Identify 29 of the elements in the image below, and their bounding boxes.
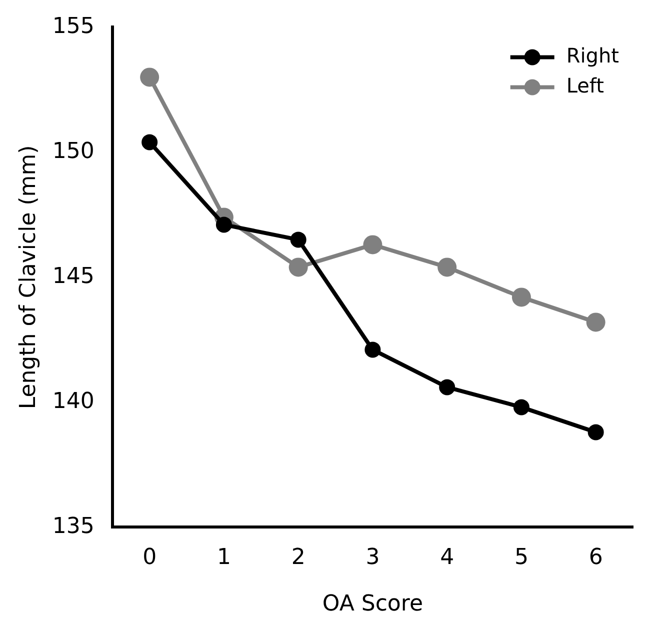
x-tick-label: 3 bbox=[366, 545, 380, 570]
point bbox=[290, 232, 306, 248]
point bbox=[438, 258, 457, 277]
x-tick-label: 2 bbox=[291, 545, 306, 570]
x-tick-label: 6 bbox=[588, 545, 603, 570]
x-tick-label: 4 bbox=[440, 545, 454, 570]
x-tick-label: 1 bbox=[216, 545, 231, 570]
point bbox=[363, 235, 382, 254]
y-tick-label: 140 bbox=[52, 388, 94, 414]
point bbox=[364, 342, 381, 358]
point bbox=[439, 379, 456, 396]
y-tick-label: 135 bbox=[52, 514, 94, 539]
y-tick-label: 155 bbox=[52, 14, 94, 39]
point bbox=[512, 288, 531, 307]
point bbox=[140, 68, 160, 87]
point bbox=[142, 134, 158, 150]
x-tick-label: 5 bbox=[514, 545, 528, 570]
point bbox=[513, 399, 530, 416]
x-tick-label: 0 bbox=[142, 545, 157, 570]
point bbox=[288, 258, 308, 277]
point bbox=[216, 216, 232, 233]
legend-label: Left bbox=[566, 73, 604, 98]
x-axis-title: OA Score bbox=[322, 592, 423, 617]
legend-label: Right bbox=[566, 43, 620, 68]
point bbox=[586, 312, 606, 332]
y-tick-label: 145 bbox=[52, 264, 94, 289]
y-axis-title: Length of Clavicle (mm) bbox=[16, 145, 41, 410]
y-tick-label: 150 bbox=[52, 138, 94, 164]
point bbox=[588, 424, 604, 440]
